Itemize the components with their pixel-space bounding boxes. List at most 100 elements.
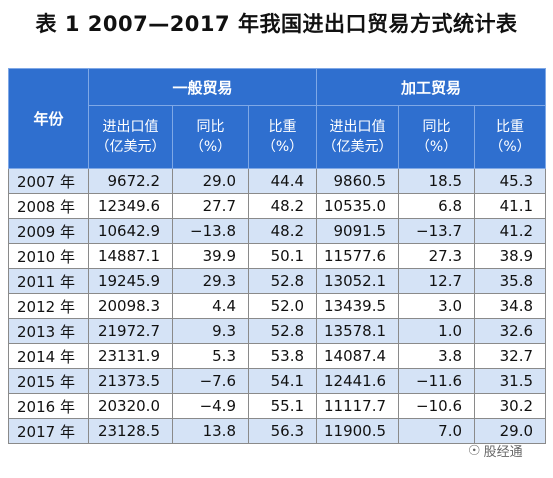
- value-cell: 13578.1: [316, 318, 400, 344]
- value-cell: 12.7: [398, 268, 476, 294]
- value-cell: −4.9: [172, 393, 249, 419]
- value-cell: 29.3: [172, 268, 249, 294]
- value-cell: 4.4: [172, 293, 249, 319]
- value-cell: 3.0: [398, 293, 476, 319]
- year-cell: 2008 年: [8, 193, 89, 219]
- year-cell: 2009 年: [8, 218, 89, 244]
- value-cell: 3.8: [398, 343, 476, 369]
- value-cell: 27.7: [172, 193, 249, 219]
- value-cell: 13.8: [172, 418, 249, 444]
- watermark-text: 股经通: [483, 445, 523, 460]
- value-cell: 19245.9: [88, 268, 173, 294]
- value-cell: 14887.1: [88, 243, 173, 269]
- value-cell: 9860.5: [316, 168, 400, 194]
- value-cell: 21373.5: [88, 368, 173, 394]
- value-cell: −13.8: [172, 218, 249, 244]
- value-cell: 13439.5: [316, 293, 400, 319]
- value-cell: 48.2: [247, 193, 318, 219]
- value-cell: 29.0: [172, 168, 249, 194]
- value-cell: 38.9: [474, 243, 547, 269]
- value-cell: 31.5: [474, 368, 547, 394]
- value-cell: −11.6: [398, 368, 476, 394]
- value-cell: 14087.4: [316, 343, 400, 369]
- year-cell: 2016 年: [8, 393, 89, 419]
- value-cell: −10.6: [398, 393, 476, 419]
- value-cell: 50.1: [247, 243, 318, 269]
- value-cell: 52.8: [247, 268, 318, 294]
- value-cell: 32.7: [474, 343, 547, 369]
- year-cell: 2017 年: [8, 418, 89, 444]
- value-cell: 23128.5: [88, 418, 173, 444]
- value-cell: 21972.7: [88, 318, 173, 344]
- value-cell: 56.3: [247, 418, 318, 444]
- value-cell: 45.3: [474, 168, 547, 194]
- table-row: 2008 年 12349.6 27.7 48.2 10535.0 6.8 41.1: [8, 193, 547, 219]
- year-cell: 2011 年: [8, 268, 89, 294]
- value-cell: 1.0: [398, 318, 476, 344]
- value-cell: 27.3: [398, 243, 476, 269]
- value-cell: 29.0: [474, 418, 547, 444]
- year-cell: 2013 年: [8, 318, 89, 344]
- year-cell: 2010 年: [8, 243, 89, 269]
- year-cell: 2015 年: [8, 368, 89, 394]
- value-cell: 52.8: [247, 318, 318, 344]
- value-cell: 30.2: [474, 393, 547, 419]
- year-cell: 2007 年: [8, 168, 89, 194]
- year-header: 年份: [8, 68, 89, 169]
- group-header-processing-trade: 加工贸易: [316, 68, 547, 106]
- value-cell: 9.3: [172, 318, 249, 344]
- value-cell: 52.0: [247, 293, 318, 319]
- year-cell: 2012 年: [8, 293, 89, 319]
- value-cell: 10642.9: [88, 218, 173, 244]
- value-cell: 18.5: [398, 168, 476, 194]
- table-row: 2013 年 21972.7 9.3 52.8 13578.1 1.0 32.6: [8, 318, 547, 344]
- value-cell: −7.6: [172, 368, 249, 394]
- column-header: 进出口值 （亿美元）: [88, 105, 173, 169]
- wechat-icon: ☉: [468, 442, 481, 459]
- table-row: 2010 年 14887.1 39.9 50.1 11577.6 27.3 38.9: [8, 243, 547, 269]
- trade-stats-table: 年份 一般贸易 加工贸易 进出口值 （亿美元） 同比 （%） 比重 （%） 进出口值（…: [8, 68, 547, 444]
- value-cell: 11900.5: [316, 418, 400, 444]
- value-cell: 34.8: [474, 293, 547, 319]
- value-cell: 39.9: [172, 243, 249, 269]
- table-row: 2012 年 20098.3 4.4 52.0 13439.5 3.0 34.8: [8, 293, 547, 319]
- column-header: 进出口值 （亿美元）: [316, 105, 400, 169]
- value-cell: 9672.2: [88, 168, 173, 194]
- value-cell: 44.4: [247, 168, 318, 194]
- value-cell: 55.1: [247, 393, 318, 419]
- table-row: 2011 年 19245.9 29.3 52.8 13052.1 12.7 35.8: [8, 268, 547, 294]
- value-cell: 48.2: [247, 218, 318, 244]
- value-cell: 5.3: [172, 343, 249, 369]
- value-cell: −13.7: [398, 218, 476, 244]
- value-cell: 20320.0: [88, 393, 173, 419]
- value-cell: 23131.9: [88, 343, 173, 369]
- table-row: 2015 年 21373.5 −7.6 54.1 12441.6 −11.6 31.5: [8, 368, 547, 394]
- group-header-general-trade: 一般贸易: [87, 68, 318, 106]
- value-cell: 32.6: [474, 318, 547, 344]
- value-cell: 53.8: [247, 343, 318, 369]
- value-cell: 9091.5: [316, 218, 400, 244]
- year-cell: 2014 年: [8, 343, 89, 369]
- value-cell: 11117.7: [316, 393, 400, 419]
- value-cell: 54.1: [247, 368, 318, 394]
- value-cell: 6.8: [398, 193, 476, 219]
- value-cell: 35.8: [474, 268, 547, 294]
- table-row: 2009 年 10642.9 −13.8 48.2 9091.5 −13.7 41.2: [8, 218, 547, 244]
- value-cell: 10535.0: [316, 193, 400, 219]
- table-row: 2016 年 20320.0 −4.9 55.1 11117.7 −10.6 30.2: [8, 393, 547, 419]
- value-cell: 12441.6: [316, 368, 400, 394]
- value-cell: 7.0: [398, 418, 476, 444]
- value-cell: 41.2: [474, 218, 547, 244]
- table-body: 2007 年 9672.2 29.0 44.4 9860.5 18.5 45.3 2008 年…: [8, 168, 547, 444]
- watermark: ☉ 股经通: [468, 441, 523, 461]
- value-cell: 12349.6: [88, 193, 173, 219]
- table-title: 表 1 2007—2017 年我国进出口贸易方式统计表: [35, 12, 518, 36]
- table-row: 2007 年 9672.2 29.0 44.4 9860.5 18.5 45.3: [8, 168, 547, 194]
- value-cell: 11577.6: [316, 243, 400, 269]
- table-row: 2017 年 23128.5 13.8 56.3 11900.5 7.0 29.0: [8, 418, 547, 444]
- value-cell: 20098.3: [88, 293, 173, 319]
- column-header: 比重 （%）: [247, 105, 318, 169]
- value-cell: 13052.1: [316, 268, 400, 294]
- column-header: 同比 （%）: [172, 105, 249, 169]
- column-header: 比重 （%）: [474, 105, 547, 169]
